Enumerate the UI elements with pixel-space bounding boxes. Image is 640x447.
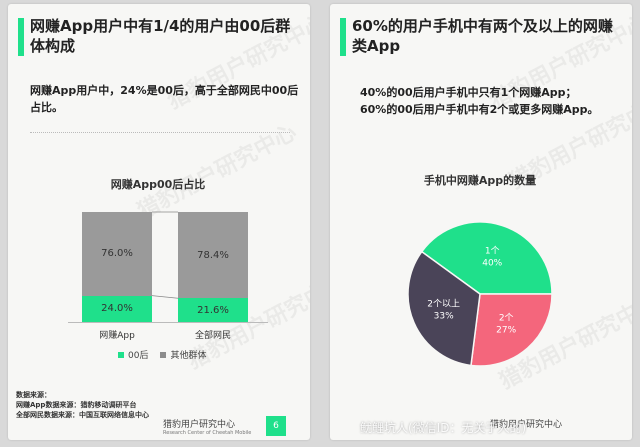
left-slide: 猎豹用户研究中心 猎豹用户研究中心 猎豹用户研究中心 网赚App用户中有1/4的…: [8, 4, 310, 440]
brand-name: 猎豹用户研究中心: [490, 420, 563, 430]
bar-chart-title: 网赚App00后占比: [110, 178, 206, 191]
brand-logo: 猎豹用户研究中心 Research Center of Cheetah Mobi…: [163, 417, 251, 436]
source-line: 全部网民数据来源：中国互联网络信息中心: [16, 411, 149, 419]
legend-swatch: [118, 351, 124, 358]
brand-name: 猎豹用户研究中心: [163, 420, 236, 430]
x-axis: [68, 322, 268, 323]
bar-segment-00: 21.6%: [178, 298, 248, 322]
bar-value-label: 21.6%: [197, 304, 229, 316]
legend-label-other: 其他群体: [170, 351, 207, 361]
bar-segment-00: 24.0%: [82, 295, 152, 322]
bar-value-label: 24.0%: [101, 303, 133, 315]
pie-chart: 1个 40% 2个 27% 2个以上 33%: [407, 221, 553, 367]
pie-slice-label: 2个: [499, 313, 514, 324]
stacked-bar-chart: 24.0% 76.0% 网赚App 21.6% 78.4% 全部网民: [8, 4, 310, 440]
bar-segment-other: 78.4%: [178, 212, 248, 299]
brand-logo: 猎豹用户研究中心: [490, 417, 562, 430]
pie-slice-value: 27%: [496, 326, 516, 336]
pie-chart-title: 手机中网赚App的数量: [423, 174, 537, 187]
slide-title: 60%的用户手机中有两个及以上的网赚类App: [352, 17, 613, 55]
data-source: 数据来源： 网赚App数据来源：猎豹移动调研平台 全部网民数据来源：中国互联网络…: [16, 390, 149, 420]
legend-label-00: 00后: [128, 351, 149, 361]
bar-connectors: [151, 211, 179, 299]
pie-slice: [420, 221, 553, 295]
source-label: 数据来源：: [16, 391, 51, 399]
source-line: 网赚App数据来源：猎豹移动调研平台: [16, 401, 137, 409]
brand-en: Research Center of Cheetah Mobile: [163, 430, 252, 436]
pie-slice-label: 1个: [485, 245, 500, 256]
slide-title: 网赚App用户中有1/4的用户由00后群体构成: [30, 17, 291, 55]
page-number: 6: [266, 416, 286, 436]
pie-slice-label: 2个以上: [427, 299, 460, 310]
slide-description: 网赚App用户中，24%是00后，高于全部网民中00后占比。: [30, 84, 299, 114]
title-accent-bar: [18, 18, 24, 56]
divider: [30, 132, 290, 133]
pie-slice: [407, 250, 481, 367]
slide-description: 40%的00后用户手机中只有1个网赚App； 60%的00后用户手机中有2个或更…: [360, 84, 630, 118]
right-slide: 猎豹用户研究中心 猎豹用户研究中心 猎豹用户研究中心 60%的用户手机中有两个及…: [330, 4, 632, 440]
desc-line: 60%的00后用户手机中有2个或更多网赚App。: [360, 103, 599, 116]
desc-line: 40%的00后用户手机中只有1个网赚App；: [360, 86, 577, 99]
overlay-watermark: 鱿鲤坑人(微信ID：无关于人的): [360, 421, 527, 435]
bar-value-label: 76.0%: [101, 248, 133, 260]
bar-legend: 00后 其他群体: [118, 348, 206, 361]
pie-slice: [470, 293, 553, 367]
bar-value-label: 78.4%: [197, 249, 229, 261]
title-accent-bar: [340, 18, 346, 56]
bar-category-label: 全部网民: [194, 331, 231, 341]
connector-line: [151, 295, 179, 299]
bar-category-label: 网赚App: [99, 331, 135, 341]
legend-swatch: [160, 351, 167, 358]
pie-slice-value: 40%: [482, 258, 502, 268]
pie-slice-value: 33%: [434, 312, 454, 322]
bar-segment-other: 76.0%: [82, 212, 152, 296]
